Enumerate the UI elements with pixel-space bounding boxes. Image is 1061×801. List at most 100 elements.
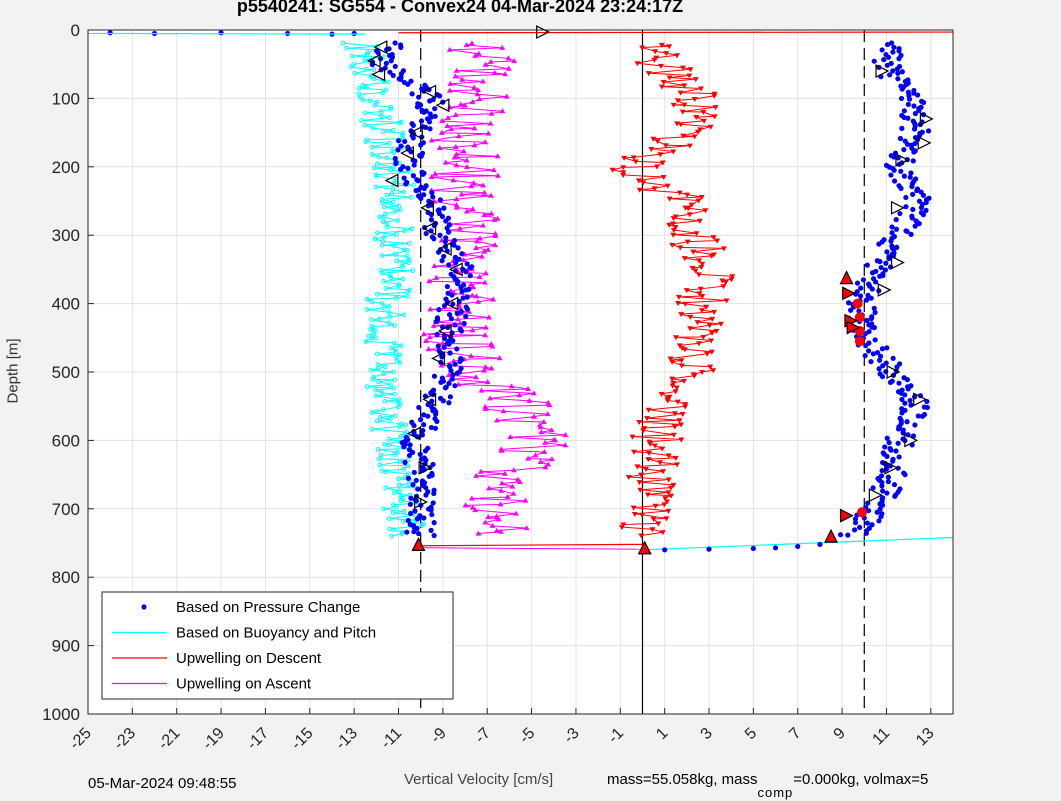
buoyancy-series-point <box>405 293 410 299</box>
upwelling-descent-series-point <box>695 341 702 347</box>
upwelling-ascent-series-point <box>541 449 548 455</box>
buoyancy-series-point <box>369 299 375 305</box>
pressure-point <box>455 245 461 251</box>
outlined-triangles <box>366 25 934 555</box>
pressure-point <box>866 348 872 354</box>
transient-point <box>772 545 779 551</box>
pressure-point <box>892 493 898 499</box>
pressure-point <box>402 459 408 465</box>
pressure-point <box>918 204 925 211</box>
buoyancy-series-point <box>401 312 407 318</box>
pressure-point <box>903 204 909 210</box>
upwelling-ascent-series-point <box>487 120 494 126</box>
pressure-point <box>427 126 433 132</box>
buoyancy-series-point <box>386 140 392 146</box>
pressure-point <box>398 44 404 50</box>
plot-area <box>87 25 954 555</box>
upwelling-ascent-series-point <box>497 501 504 507</box>
pressure-point <box>876 366 882 372</box>
upwelling-descent-series-point <box>710 252 717 258</box>
buoyancy-series-point <box>391 385 397 391</box>
pressure-point <box>888 238 894 244</box>
upwelling-descent-series-point <box>669 376 676 382</box>
outlined-triangle <box>431 351 446 366</box>
buoyancy-series-point <box>381 506 387 512</box>
upwelling-ascent-series-point <box>499 44 506 50</box>
pressure-point <box>895 465 901 471</box>
pressure-point <box>418 417 424 423</box>
buoyancy-series-point <box>379 301 385 306</box>
pressure-point <box>857 524 863 530</box>
pressure-point <box>877 357 883 363</box>
pressure-point <box>890 49 896 55</box>
buoyancy-series-point <box>344 45 350 51</box>
upwelling-ascent-series-point <box>562 442 569 448</box>
buoyancy-series-point <box>391 164 397 170</box>
upwelling-ascent-series-point <box>475 530 482 536</box>
pressure-point <box>456 256 462 262</box>
outlined-triangle <box>824 528 838 543</box>
buoyancy-series-point <box>367 98 373 104</box>
upwelling-descent-series-point <box>664 183 671 189</box>
upwelling-descent-series-point <box>650 136 657 142</box>
buoyancy-series-point <box>393 349 398 355</box>
pressure-point <box>398 143 404 149</box>
buoyancy-series-point <box>390 502 396 508</box>
pressure-point <box>878 264 884 271</box>
upwelling-ascent-series-point <box>482 405 489 411</box>
buoyancy-series-point <box>397 352 403 358</box>
upwelling-descent-series-point <box>638 472 645 478</box>
upwelling-ascent-series-point <box>478 253 485 259</box>
upwelling-ascent-series-point <box>467 281 474 287</box>
buoyancy-series-point <box>374 418 380 424</box>
pressure-point <box>914 92 921 98</box>
buoyancy-series-point <box>362 110 368 116</box>
buoyancy-series-point <box>379 200 385 206</box>
upwelling-descent-series-point <box>686 143 693 149</box>
pressure-point <box>454 346 460 352</box>
upwelling-descent-series-point <box>657 460 664 466</box>
upwelling-descent-series-point <box>649 527 656 533</box>
surface-red-line <box>398 31 954 34</box>
buoyancy-series-point <box>396 397 402 403</box>
pressure-point <box>899 410 905 416</box>
buoyancy-series-point <box>383 87 389 93</box>
outlined-triangle <box>884 460 899 475</box>
upwelling-ascent-series-point <box>468 353 475 359</box>
upwelling-ascent-series-point <box>454 316 461 322</box>
upwelling-descent-series-point <box>658 84 665 90</box>
buoyancy-series-point <box>383 485 389 491</box>
pressure-point <box>454 310 460 316</box>
buoyancy-series-point <box>392 323 397 328</box>
x-tick-label: -3 <box>561 725 583 747</box>
upwelling-descent-series-point <box>659 160 666 166</box>
pressure-point <box>408 149 414 155</box>
upwelling-ascent-series-point <box>540 419 547 425</box>
upwelling-descent-series-point <box>670 216 677 222</box>
upwelling-ascent-series-point <box>542 439 549 445</box>
upwelling-descent-series-point <box>669 359 676 365</box>
pressure-point <box>910 158 916 164</box>
x-tick-label: 11 <box>870 725 894 749</box>
upwelling-descent-series-point <box>663 516 670 522</box>
pressure-point <box>429 190 435 196</box>
upwelling-ascent-series-point <box>487 395 494 401</box>
transient-point <box>706 546 712 552</box>
buoyancy-series-point <box>384 192 390 198</box>
upwelling-descent-series-point <box>681 378 688 384</box>
upwelling-descent-series-point <box>698 265 705 271</box>
pressure-point <box>882 267 889 273</box>
pressure-point <box>411 162 417 168</box>
upwelling-ascent-series-point <box>532 452 539 458</box>
upwelling-ascent-series-point <box>470 284 477 290</box>
pressure-point <box>879 346 886 352</box>
upwelling-descent-series-point <box>704 351 711 357</box>
upwelling-descent-series-point <box>662 496 669 502</box>
pressure-point <box>891 178 898 184</box>
upwelling-descent-series-point <box>634 464 641 470</box>
pressure-point <box>467 273 473 279</box>
buoyancy-series-point <box>377 462 383 468</box>
bottom-red-line <box>420 543 643 547</box>
upwelling-descent-series-point <box>678 422 685 428</box>
buoyancy-series-point <box>401 508 407 514</box>
